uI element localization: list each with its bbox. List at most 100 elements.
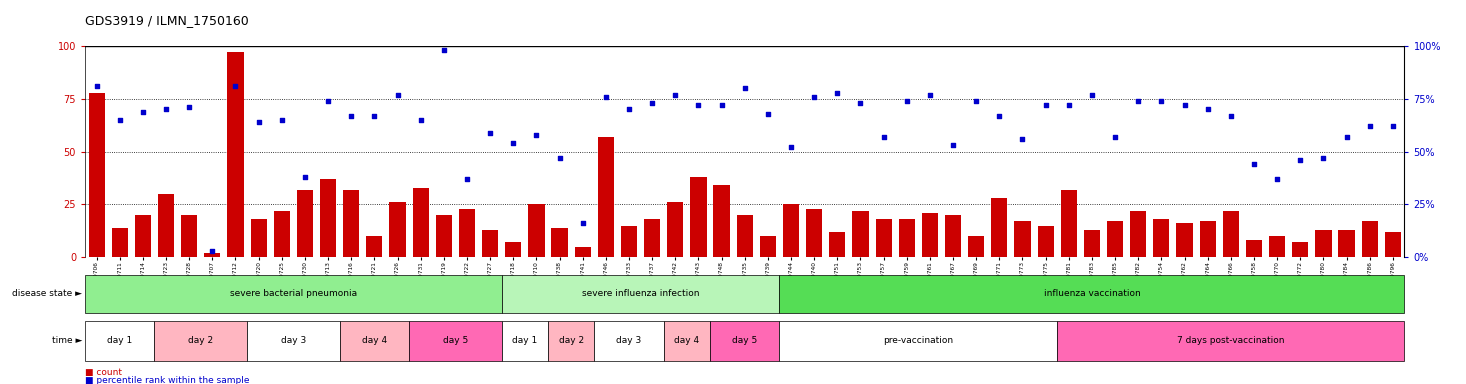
Bar [830, 232, 846, 257]
Point [1312, 155, 1336, 161]
Bar [366, 236, 383, 257]
Point [941, 142, 965, 148]
Point [780, 144, 803, 151]
Bar [551, 228, 567, 257]
Text: day 3: day 3 [280, 336, 306, 345]
Point [849, 100, 872, 106]
Bar [135, 215, 151, 257]
Bar [1038, 226, 1054, 257]
Bar [274, 211, 290, 257]
Point [108, 117, 132, 123]
Bar [667, 202, 683, 257]
Point [525, 132, 548, 138]
Bar [644, 219, 660, 257]
Bar [575, 247, 591, 257]
Text: day 1: day 1 [107, 336, 132, 345]
Point [246, 119, 270, 125]
Bar [875, 219, 891, 257]
Point [1265, 176, 1289, 182]
Bar [340, 321, 409, 361]
Bar [343, 190, 359, 257]
Bar [1199, 221, 1215, 257]
Point [201, 248, 224, 254]
Point [1034, 102, 1057, 108]
Bar [1246, 240, 1262, 257]
Point [1057, 102, 1080, 108]
Bar [710, 321, 780, 361]
Bar [780, 275, 1404, 313]
Point [1104, 134, 1127, 140]
Bar [736, 215, 754, 257]
Text: day 2: day 2 [188, 336, 214, 345]
Bar [714, 185, 730, 257]
Point [988, 113, 1012, 119]
Bar [946, 215, 962, 257]
Bar [1223, 211, 1239, 257]
Text: GDS3919 / ILMN_1750160: GDS3919 / ILMN_1750160 [85, 14, 249, 27]
Bar [1014, 221, 1031, 257]
Point [177, 104, 201, 110]
Bar [182, 215, 198, 257]
Bar [85, 321, 154, 361]
Bar [759, 236, 776, 257]
Point [224, 83, 248, 89]
Point [409, 117, 432, 123]
Point [154, 106, 177, 113]
Bar [248, 321, 340, 361]
Bar [482, 230, 498, 257]
Point [317, 98, 340, 104]
Point [710, 102, 733, 108]
Bar [158, 194, 174, 257]
Bar [1057, 321, 1404, 361]
Point [1149, 98, 1173, 104]
Bar [528, 204, 544, 257]
Point [825, 89, 849, 96]
Point [456, 176, 479, 182]
Point [896, 98, 919, 104]
Point [733, 85, 756, 91]
Bar [296, 190, 314, 257]
Bar [899, 219, 915, 257]
Point [1196, 106, 1220, 113]
Bar [320, 179, 336, 257]
Text: severe influenza infection: severe influenza infection [582, 289, 699, 298]
Bar [783, 204, 799, 257]
Text: day 2: day 2 [559, 336, 583, 345]
Bar [1107, 221, 1123, 257]
Bar [111, 228, 128, 257]
Point [918, 91, 941, 98]
Text: day 3: day 3 [616, 336, 642, 345]
Point [85, 83, 108, 89]
Text: day 4: day 4 [674, 336, 699, 345]
Text: pre-vaccination: pre-vaccination [884, 336, 953, 345]
Bar [1315, 230, 1331, 257]
Point [1220, 113, 1243, 119]
Text: severe bacterial pneumonia: severe bacterial pneumonia [230, 289, 356, 298]
Text: day 5: day 5 [732, 336, 758, 345]
Bar [390, 202, 406, 257]
Bar [622, 226, 638, 257]
Bar [664, 321, 710, 361]
Text: day 4: day 4 [362, 336, 387, 345]
Text: 7 days post-vaccination: 7 days post-vaccination [1177, 336, 1284, 345]
Bar [435, 215, 452, 257]
Bar [85, 275, 501, 313]
Bar [1176, 223, 1193, 257]
Bar [412, 188, 428, 257]
Bar [1362, 221, 1378, 257]
Point [293, 174, 317, 180]
Point [664, 91, 688, 98]
Point [548, 155, 572, 161]
Bar [598, 137, 614, 257]
Bar [409, 321, 501, 361]
Bar [506, 243, 522, 257]
Bar [1338, 230, 1355, 257]
Point [386, 91, 409, 98]
Text: influenza vaccination: influenza vaccination [1044, 289, 1141, 298]
Point [270, 117, 293, 123]
Point [1289, 157, 1312, 163]
Bar [501, 321, 548, 361]
Point [617, 106, 641, 113]
Bar [1061, 190, 1078, 257]
Bar [1385, 232, 1401, 257]
